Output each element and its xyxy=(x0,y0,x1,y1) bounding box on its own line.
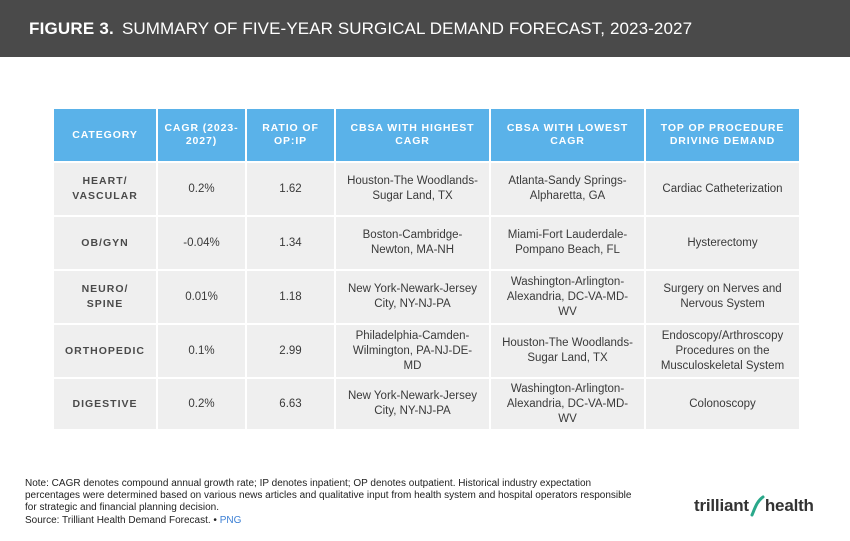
category-cell: HEART/ VASCULAR xyxy=(54,163,156,217)
logo-text-left: trilliant xyxy=(694,496,749,515)
cagr-cell: 0.1% xyxy=(158,325,245,379)
cagr-cell: -0.04% xyxy=(158,217,245,271)
table-row: HEART/ VASCULAR 0.2% 1.62 Houston-The Wo… xyxy=(54,163,799,217)
highest-cbsa-cell: New York-Newark-Jersey City, NY-NJ-PA xyxy=(336,379,489,431)
lowest-cbsa-cell: Houston-The Woodlands-Sugar Land, TX xyxy=(491,325,644,379)
table-row: ORTHOPEDIC 0.1% 2.99 Philadelphia-Camden… xyxy=(54,325,799,379)
logo-text-right: health xyxy=(764,496,814,515)
summary-table: CATEGORY CAGR (2023-2027) RATIO OF OP:IP… xyxy=(52,109,801,431)
category-cell: DIGESTIVE xyxy=(54,379,156,431)
figure-title: SUMMARY OF FIVE-YEAR SURGICAL DEMAND FOR… xyxy=(121,18,693,38)
lowest-cbsa-cell: Miami-Fort Lauderdale-Pompano Beach, FL xyxy=(491,217,644,271)
source-text: Source: Trilliant Health Demand Forecast… xyxy=(25,514,211,526)
logo-swoosh-icon xyxy=(750,495,765,517)
procedure-cell: Endoscopy/Arthroscopy Procedures on the … xyxy=(646,325,799,379)
highest-cbsa-cell: New York-Newark-Jersey City, NY-NJ-PA xyxy=(336,271,489,325)
category-cell: NEURO/ SPINE xyxy=(54,271,156,325)
cagr-cell: 0.01% xyxy=(158,271,245,325)
ratio-cell: 2.99 xyxy=(247,325,334,379)
ratio-cell: 1.34 xyxy=(247,217,334,271)
figure-label: FIGURE 3. xyxy=(29,18,114,38)
source-line: Source: Trilliant Health Demand Forecast… xyxy=(25,515,635,527)
footnote: Note: CAGR denotes compound annual growt… xyxy=(25,478,635,527)
png-link[interactable]: PNG xyxy=(219,514,242,526)
column-header-category: CATEGORY xyxy=(54,109,156,163)
figure-header: FIGURE 3. SUMMARY OF FIVE-YEAR SURGICAL … xyxy=(0,0,850,57)
ratio-cell: 1.18 xyxy=(247,271,334,325)
ratio-cell: 1.62 xyxy=(247,163,334,217)
column-header-lowest-cbsa: CBSA WITH LOWEST CAGR xyxy=(491,109,644,163)
table-row: NEURO/ SPINE 0.01% 1.18 New York-Newark-… xyxy=(54,271,799,325)
procedure-cell: Colonoscopy xyxy=(646,379,799,431)
highest-cbsa-cell: Philadelphia-Camden-Wilmington, PA-NJ-DE… xyxy=(336,325,489,379)
column-header-highest-cbsa: CBSA WITH HIGHEST CAGR xyxy=(336,109,489,163)
cagr-cell: 0.2% xyxy=(158,163,245,217)
lowest-cbsa-cell: Washington-Arlington-Alexandria, DC-VA-M… xyxy=(491,271,644,325)
procedure-cell: Cardiac Catheterization xyxy=(646,163,799,217)
highest-cbsa-cell: Boston-Cambridge-Newton, MA-NH xyxy=(336,217,489,271)
trilliant-health-logo: trilliant health xyxy=(694,494,814,518)
cagr-cell: 0.2% xyxy=(158,379,245,431)
column-header-cagr: CAGR (2023-2027) xyxy=(158,109,245,163)
column-header-ratio: RATIO OF OP:IP xyxy=(247,109,334,163)
column-header-top-procedure: TOP OP PROCEDURE DRIVING DEMAND xyxy=(646,109,799,163)
note-text: Note: CAGR denotes compound annual growt… xyxy=(25,478,632,514)
highest-cbsa-cell: Houston-The Woodlands-Sugar Land, TX xyxy=(336,163,489,217)
category-cell: ORTHOPEDIC xyxy=(54,325,156,379)
table-row: OB/GYN -0.04% 1.34 Boston-Cambridge-Newt… xyxy=(54,217,799,271)
lowest-cbsa-cell: Washington-Arlington-Alexandria, DC-VA-M… xyxy=(491,379,644,431)
procedure-cell: Hysterectomy xyxy=(646,217,799,271)
lowest-cbsa-cell: Atlanta-Sandy Springs-Alpharetta, GA xyxy=(491,163,644,217)
table-row: DIGESTIVE 0.2% 6.63 New York-Newark-Jers… xyxy=(54,379,799,431)
procedure-cell: Surgery on Nerves and Nervous System xyxy=(646,271,799,325)
ratio-cell: 6.63 xyxy=(247,379,334,431)
separator-dot: • xyxy=(213,514,217,526)
table-header-row: CATEGORY CAGR (2023-2027) RATIO OF OP:IP… xyxy=(54,109,799,163)
category-cell: OB/GYN xyxy=(54,217,156,271)
